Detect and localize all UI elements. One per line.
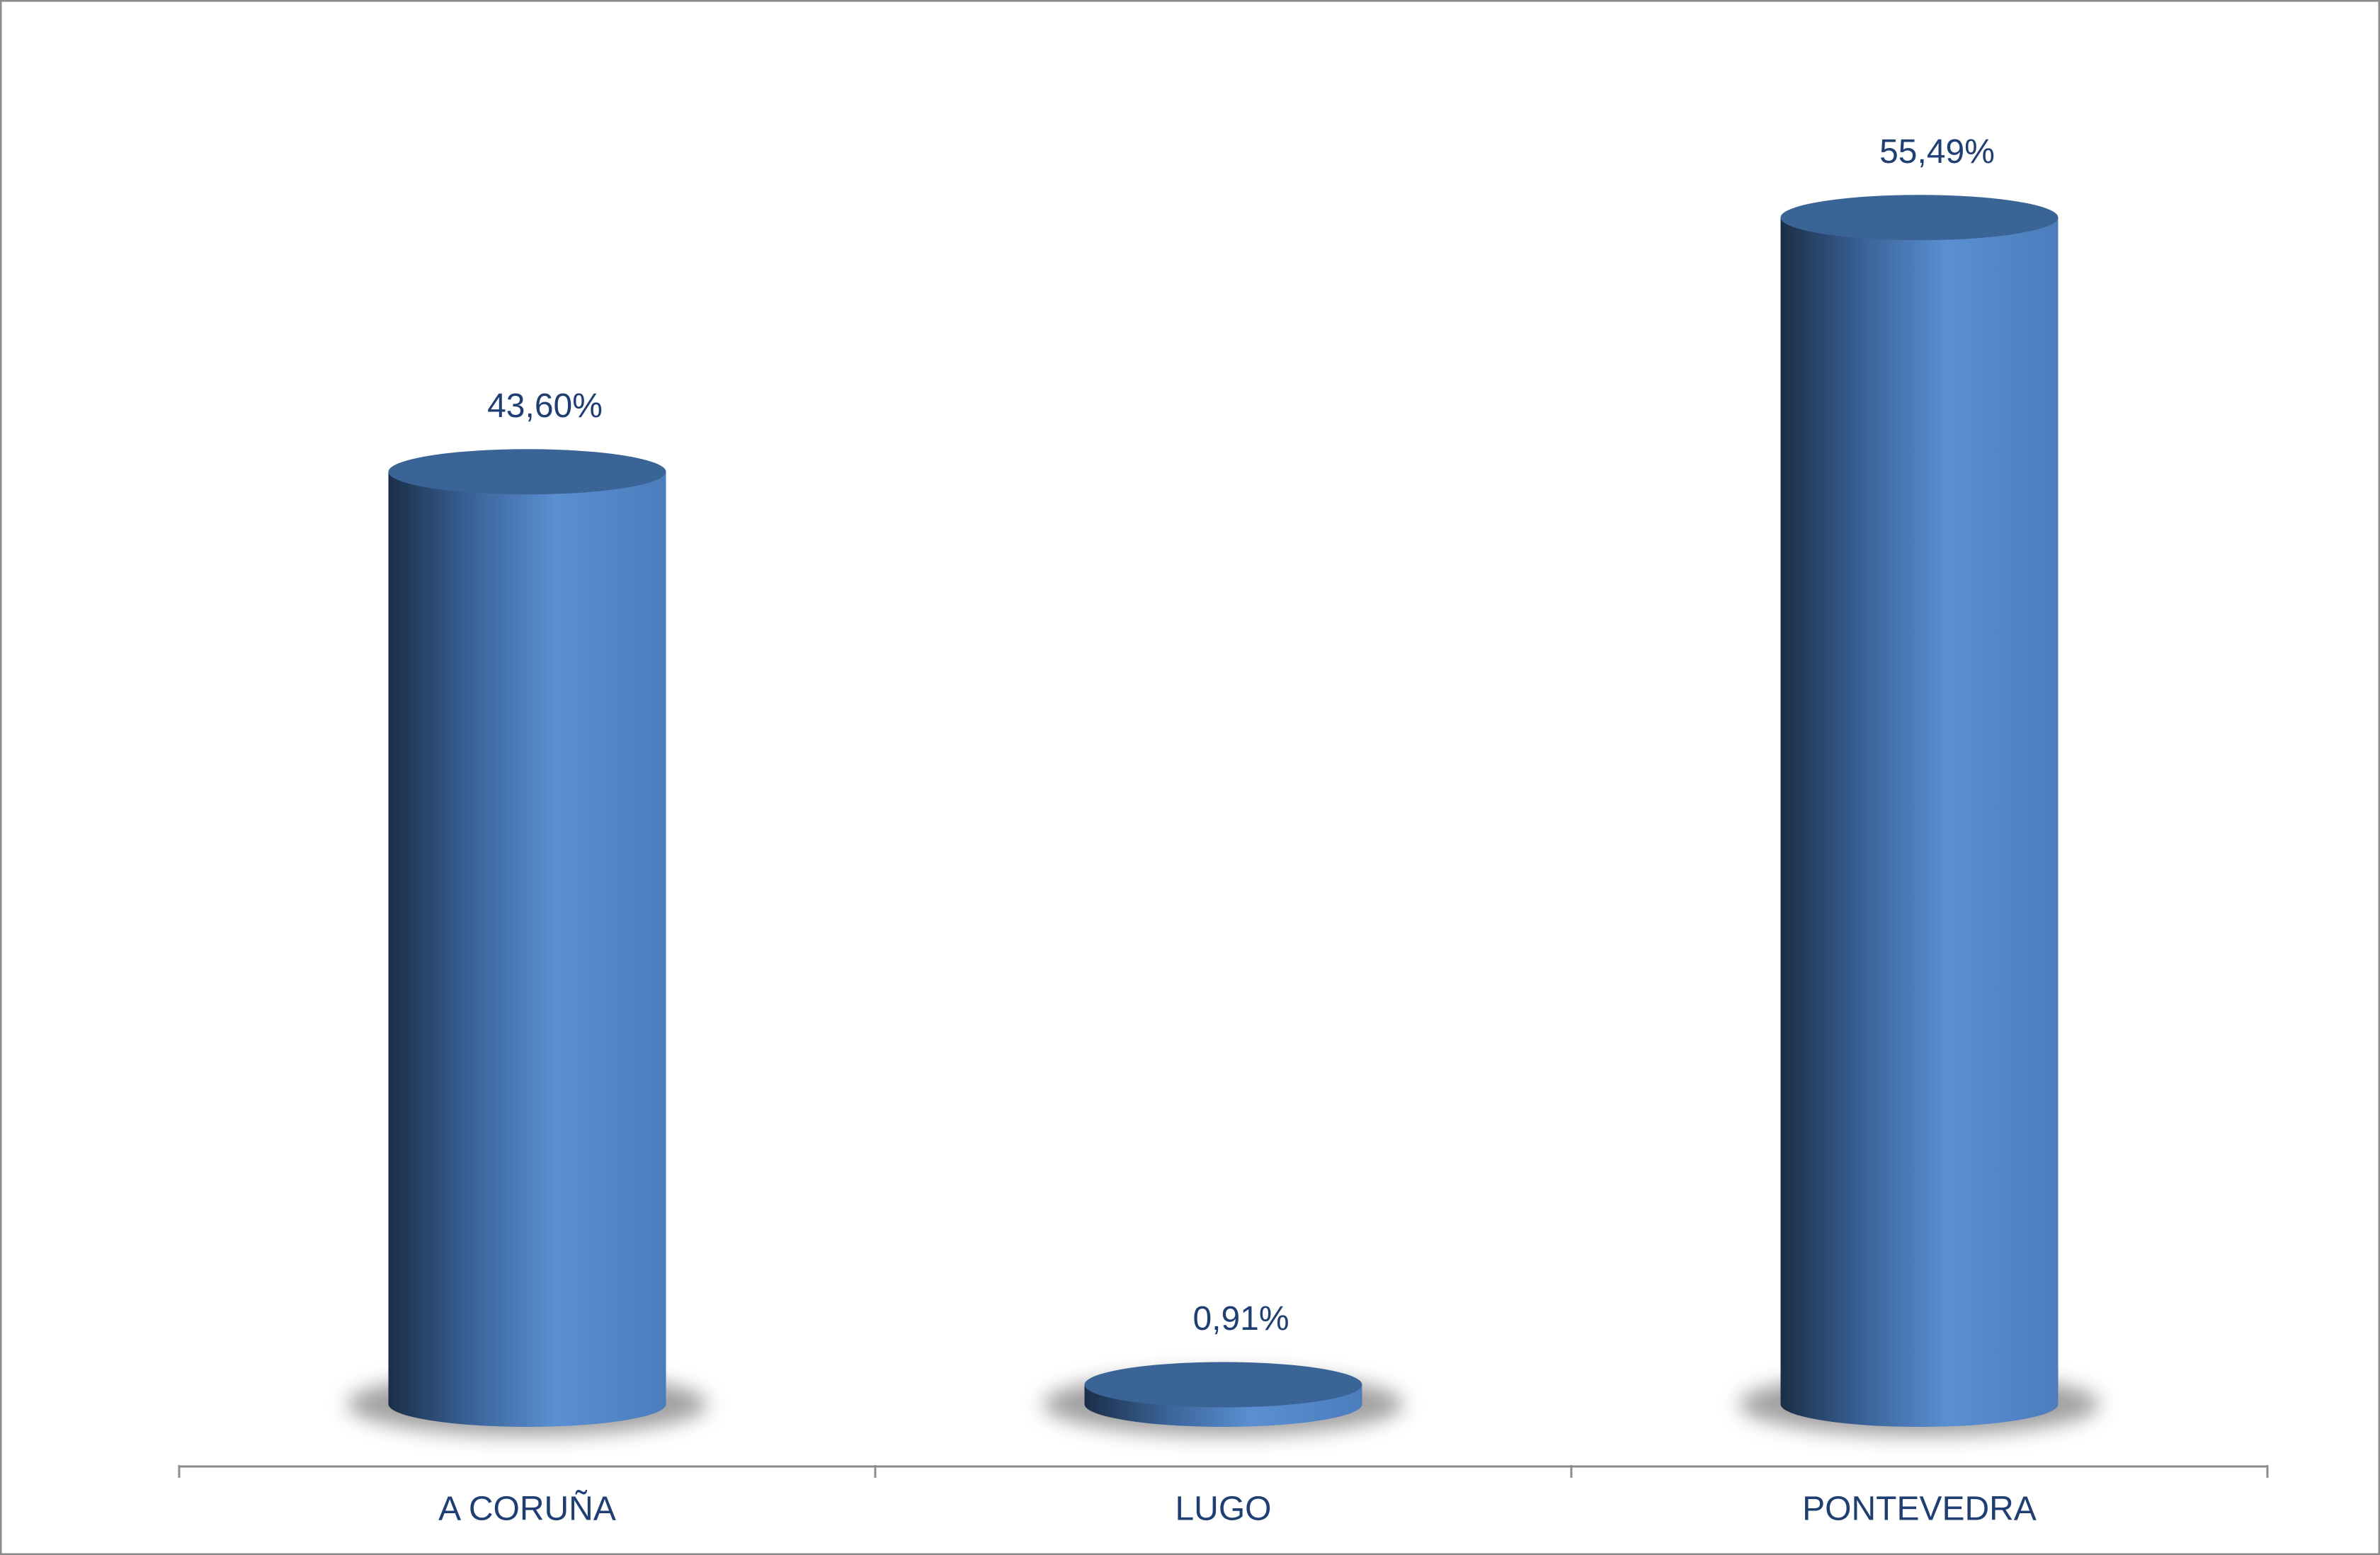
bar — [388, 472, 666, 1427]
bar-top — [1780, 195, 2059, 241]
value-label: 0,91% — [1192, 1300, 1289, 1338]
value-label: 55,49% — [1879, 133, 1995, 171]
value-label: 43,60% — [487, 387, 603, 425]
x-tick-label: PONTEVEDRA — [1802, 1491, 2037, 1528]
plot-area: 43,60% A CORUÑA 0,91% LUGO 55,49% PONTEVEDRA — [178, 133, 2269, 1528]
bar-top — [388, 449, 666, 495]
x-tick-label: A CORUÑA — [438, 1490, 616, 1528]
x-tick-label: LUGO — [1175, 1491, 1271, 1528]
bar — [1780, 217, 2059, 1427]
bar-top — [1084, 1362, 1362, 1408]
